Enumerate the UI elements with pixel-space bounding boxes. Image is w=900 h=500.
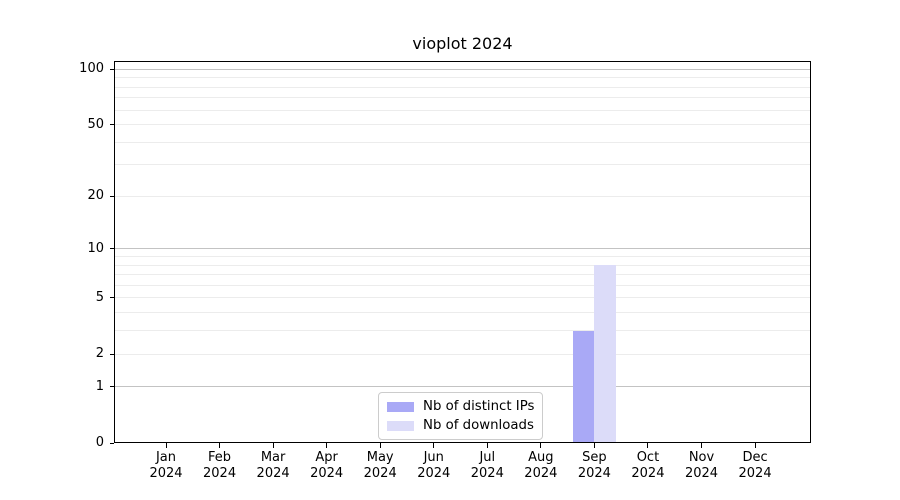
x-tick-label: Aug 2024	[501, 450, 581, 481]
x-tick	[540, 443, 542, 448]
x-tick-month: Aug	[528, 450, 554, 465]
bar-nb-of-distinct-ips	[572, 330, 595, 443]
x-tick-month: Mar	[260, 450, 286, 465]
x-tick-label: Feb 2024	[180, 450, 260, 481]
x-tick-label: Jul 2024	[447, 450, 527, 481]
legend-swatch-downloads	[387, 420, 414, 431]
legend-label-downloads: Nb of downloads	[423, 418, 534, 433]
x-tick-label: Oct 2024	[608, 450, 688, 481]
x-tick-month: Nov	[688, 450, 715, 465]
x-tick-year: 2024	[524, 465, 558, 481]
x-tick-year: 2024	[684, 465, 719, 481]
y-tick-label: 1	[95, 378, 104, 394]
x-tick-month: Jun	[423, 450, 444, 465]
x-tick-month: Dec	[742, 450, 768, 465]
bar-nb-of-downloads	[594, 265, 616, 443]
x-tick	[219, 443, 221, 448]
gridline-minor	[115, 86, 810, 88]
gridline-minor	[115, 284, 810, 286]
x-tick-month: Jul	[479, 450, 496, 465]
y-tick	[110, 442, 114, 444]
x-tick-label: Apr 2024	[287, 450, 367, 481]
x-tick	[165, 443, 167, 448]
x-tick-month: Jan	[155, 450, 177, 465]
x-tick-label: May 2024	[340, 450, 420, 481]
x-tick	[593, 443, 595, 448]
y-tick-label: 50	[87, 116, 104, 132]
x-tick-month: May	[366, 450, 394, 465]
y-tick-label: 5	[95, 289, 104, 305]
y-tick-label: 0	[95, 435, 104, 450]
y-tick	[110, 195, 114, 197]
gridline-minor	[115, 109, 810, 111]
gridline-minor	[115, 124, 810, 126]
gridline-major	[115, 248, 810, 250]
x-tick	[486, 443, 488, 448]
x-tick-month: Sep	[582, 450, 607, 465]
x-tick-label: Sep 2024	[554, 450, 634, 481]
x-tick-year: 2024	[631, 465, 665, 481]
x-tick	[379, 443, 381, 448]
gridline-minor	[115, 312, 810, 314]
legend-item-distinct-ips: Nb of distinct IPs	[387, 399, 534, 414]
gridline-minor	[115, 274, 810, 276]
chart-title: vioplot 2024	[412, 34, 513, 53]
x-tick-year: 2024	[203, 465, 237, 481]
gridline-minor	[115, 297, 810, 299]
x-tick-year: 2024	[310, 465, 344, 481]
x-tick-label: Nov 2024	[662, 450, 742, 481]
y-tick-label: 100	[79, 61, 104, 77]
gridline-minor	[115, 77, 810, 79]
x-tick-year: 2024	[470, 465, 504, 481]
gridline-minor	[115, 141, 810, 143]
x-tick	[272, 443, 274, 448]
x-tick	[754, 443, 756, 448]
x-tick-label: Dec 2024	[715, 450, 795, 481]
legend: Nb of distinct IPs Nb of downloads	[378, 392, 544, 440]
gridline-major	[115, 386, 810, 388]
x-tick	[326, 443, 328, 448]
x-tick-year: 2024	[577, 465, 611, 481]
y-tick	[110, 297, 114, 299]
gridline-minor	[115, 264, 810, 266]
x-tick-year: 2024	[417, 465, 451, 481]
x-tick	[647, 443, 649, 448]
legend-item-downloads: Nb of downloads	[387, 418, 534, 433]
x-tick-month: Apr	[315, 450, 338, 465]
gridline-minor	[115, 256, 810, 257]
x-tick-label: Jan 2024	[126, 450, 206, 481]
y-tick	[110, 124, 114, 126]
y-tick	[110, 68, 114, 70]
x-tick-month: Feb	[208, 450, 232, 465]
x-tick-year: 2024	[363, 465, 397, 481]
x-tick	[433, 443, 435, 448]
legend-swatch-distinct-ips	[387, 401, 414, 412]
x-tick-year: 2024	[738, 465, 772, 481]
x-tick-year: 2024	[149, 465, 183, 481]
x-tick-month: Oct	[636, 450, 660, 465]
x-tick	[701, 443, 702, 448]
x-tick-label: Jun 2024	[394, 450, 474, 481]
gridline-minor	[115, 330, 810, 332]
gridline-minor	[115, 195, 810, 197]
gridline-minor	[115, 97, 810, 99]
x-tick-year: 2024	[256, 465, 290, 481]
y-tick	[110, 353, 114, 355]
gridline-major	[115, 68, 810, 70]
y-tick-label: 2	[95, 346, 104, 362]
y-tick	[110, 386, 114, 388]
y-tick	[110, 248, 114, 250]
legend-label-distinct-ips: Nb of distinct IPs	[423, 399, 535, 414]
gridline-minor	[115, 353, 810, 355]
x-tick-label: Mar 2024	[233, 450, 313, 481]
y-tick-label: 20	[87, 188, 104, 204]
gridline-minor	[115, 164, 810, 166]
y-tick-label: 10	[87, 240, 104, 256]
